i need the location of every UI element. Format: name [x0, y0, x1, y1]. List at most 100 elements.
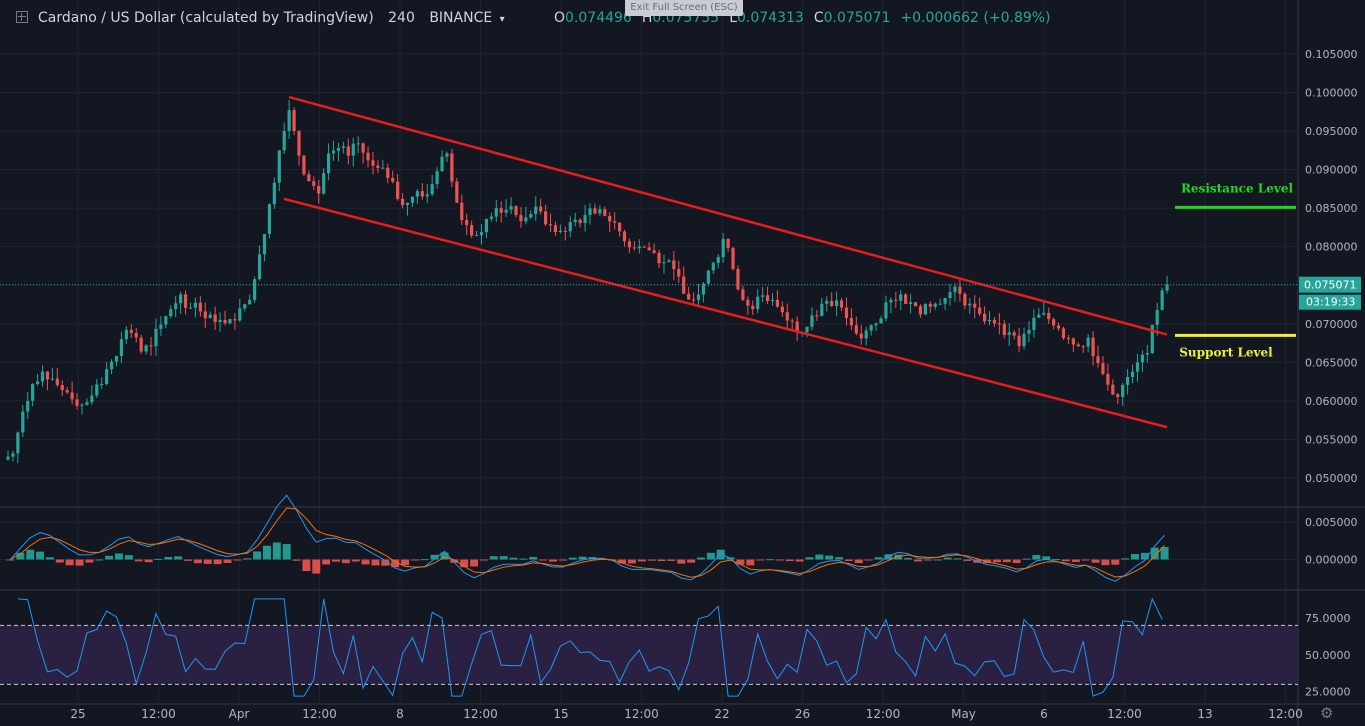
macd-histogram-bar	[1052, 559, 1061, 561]
candle-body	[105, 369, 109, 384]
macd-histogram-bar	[144, 559, 153, 563]
x-tick-label: Apr	[229, 707, 250, 721]
y-tick-label: 0.090000	[1305, 164, 1358, 177]
macd-histogram-bar	[1160, 546, 1169, 560]
candle-body	[963, 293, 967, 306]
macd-histogram-bar	[371, 559, 380, 566]
chevron-down-icon[interactable]: ▾	[499, 14, 505, 25]
candle-body	[341, 146, 345, 148]
exchange-label[interactable]: BINANCE	[429, 10, 493, 26]
x-tick-label: May	[951, 707, 976, 721]
settings-icon[interactable]: ⚙	[1320, 704, 1334, 722]
x-tick-label: 15	[553, 707, 568, 721]
macd-histogram-bar	[124, 555, 133, 560]
y-tick-label: 0.065000	[1305, 356, 1358, 369]
macd-histogram-bar	[213, 559, 222, 565]
y-tick-label: 0.000000	[1305, 554, 1358, 567]
candle-body	[31, 383, 35, 401]
signal-line	[10, 507, 1165, 578]
candle-body	[1027, 329, 1031, 334]
candle-body	[682, 276, 686, 294]
candle-body	[396, 181, 400, 199]
macd-histogram-bar	[450, 559, 459, 563]
candle-body	[908, 302, 913, 304]
candle-body	[326, 153, 331, 174]
candle-body	[356, 143, 360, 145]
candle-body	[223, 319, 227, 324]
candle-body	[854, 325, 858, 334]
y-tick-label: 50.0000	[1305, 649, 1351, 662]
candle-body	[95, 384, 99, 396]
macd-histogram-bar	[1002, 559, 1011, 563]
candle-body	[953, 286, 957, 293]
symbol-name[interactable]: Cardano / US Dollar (calculated by Tradi…	[38, 10, 374, 26]
macd-histogram-bar	[312, 559, 321, 574]
candle-body	[765, 295, 770, 302]
candle-body	[440, 156, 444, 172]
macd-histogram-bar	[627, 559, 636, 564]
macd-histogram-bar	[253, 551, 262, 560]
macd-histogram-bar	[6, 559, 15, 561]
candle-body	[825, 300, 829, 304]
candle-body	[1061, 328, 1066, 339]
candle-body	[420, 191, 424, 197]
candle-body	[652, 250, 656, 253]
y-tick-label: 0.060000	[1305, 395, 1358, 408]
candle-body	[687, 293, 691, 300]
candle-body	[257, 254, 262, 280]
candle-body	[1056, 325, 1061, 329]
candle-body	[1081, 346, 1085, 348]
candle-body	[613, 221, 617, 223]
macd-histogram-bar	[687, 559, 696, 563]
macd-histogram-bar	[1091, 559, 1100, 563]
candle-body	[1135, 362, 1140, 372]
candle-body	[992, 319, 997, 324]
macd-histogram-bar	[292, 559, 301, 561]
change-value: +0.000662 (+0.89%)	[900, 10, 1051, 26]
candle-body	[188, 307, 193, 309]
candle-body	[479, 232, 484, 236]
macd-histogram-bar	[1022, 558, 1031, 560]
macd-histogram-bar	[1111, 559, 1120, 565]
macd-histogram-bar	[716, 549, 725, 560]
macd-histogram-bar	[1032, 555, 1041, 560]
x-tick-label: 26	[795, 707, 810, 721]
macd-histogram-bar	[706, 552, 715, 560]
macd-histogram-bar	[825, 555, 834, 560]
macd-histogram-bar	[1101, 559, 1110, 566]
candle-body	[1066, 338, 1071, 340]
candle-body	[499, 208, 503, 213]
candle-body	[193, 302, 198, 308]
candle-body	[1121, 384, 1125, 398]
candle-body	[346, 146, 350, 156]
candle-body	[820, 303, 824, 317]
candle-body	[238, 308, 242, 321]
candle-body	[114, 356, 119, 362]
candle-body	[425, 194, 429, 197]
candle-body	[90, 395, 94, 403]
interval-label[interactable]: 240	[388, 10, 415, 26]
plus-icon[interactable]	[16, 11, 28, 23]
candle-body	[1052, 319, 1056, 326]
macd-histogram-bar	[854, 559, 863, 564]
candle-body	[913, 302, 918, 307]
macd-histogram-bar	[667, 559, 676, 561]
macd-histogram-bar	[95, 559, 104, 561]
macd-histogram-bar	[509, 557, 518, 560]
candle-body	[1042, 312, 1046, 315]
y-tick-label: 0.055000	[1305, 433, 1358, 446]
candle-body	[16, 432, 20, 454]
candle-body	[534, 206, 538, 215]
candle-body	[770, 299, 775, 302]
candle-body	[208, 314, 212, 319]
candle-body	[430, 184, 434, 195]
candle-body	[1145, 353, 1149, 355]
countdown-text: 03:19:33	[1306, 296, 1355, 309]
candle-body	[371, 160, 375, 166]
candle-body	[282, 130, 286, 151]
candle-body	[509, 206, 513, 210]
exit-fullscreen-button[interactable]: Exit Full Screen (ESC)	[625, 0, 743, 16]
candle-body	[124, 329, 128, 340]
macd-histogram-bar	[736, 559, 745, 565]
